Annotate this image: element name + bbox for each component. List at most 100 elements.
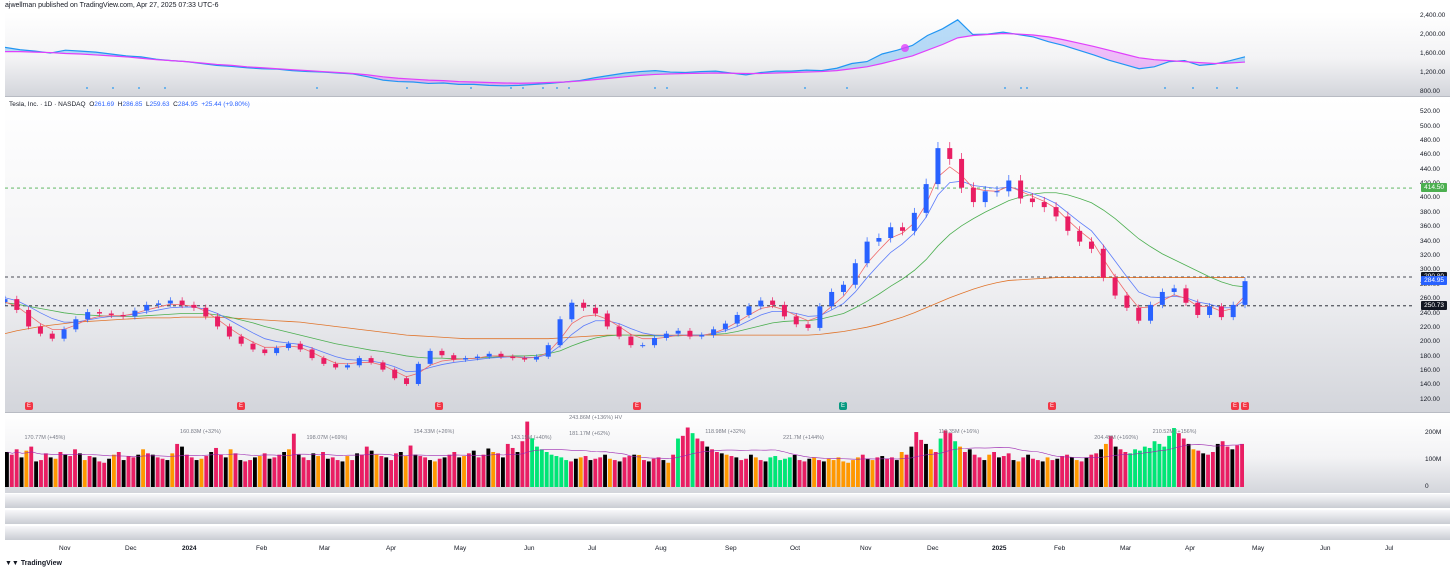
volume-bar[interactable] [301, 457, 306, 487]
volume-bar[interactable] [19, 457, 24, 487]
volume-bar[interactable] [1035, 460, 1040, 487]
volume-bar[interactable] [1123, 452, 1128, 487]
volume-bar[interactable] [462, 456, 466, 487]
candle[interactable] [888, 222, 894, 243]
volume-bar[interactable] [116, 452, 121, 487]
candle[interactable] [73, 316, 79, 333]
volume-bar[interactable] [1055, 458, 1060, 487]
volume-bar[interactable] [1157, 443, 1162, 487]
volume-bar[interactable] [1118, 449, 1123, 487]
moving-average-ma-slow[interactable] [5, 192, 1246, 360]
candle[interactable] [675, 327, 681, 337]
candle[interactable] [203, 304, 209, 320]
volume-bar[interactable] [617, 461, 622, 487]
volume-bar[interactable] [763, 461, 768, 487]
candle[interactable] [49, 330, 55, 342]
volume-bar[interactable] [962, 452, 967, 487]
candle[interactable] [900, 222, 906, 236]
candle[interactable] [1100, 244, 1106, 282]
volume-bar[interactable] [155, 457, 160, 487]
candle[interactable] [156, 300, 162, 309]
volume-bar[interactable] [248, 460, 252, 487]
earnings-marker[interactable]: E [633, 402, 641, 410]
volume-bar[interactable] [1040, 461, 1045, 487]
candle[interactable] [1041, 196, 1047, 213]
candle[interactable] [1088, 237, 1094, 254]
volume-bar[interactable] [209, 452, 214, 487]
volume-bar[interactable] [1167, 435, 1172, 487]
volume-bar[interactable] [408, 445, 413, 487]
volume-bar[interactable] [783, 458, 787, 487]
volume-average-line[interactable] [7, 444, 1243, 460]
candle[interactable] [1136, 304, 1142, 324]
volume-bar[interactable] [1103, 443, 1108, 487]
volume-bar[interactable] [739, 460, 744, 487]
candle[interactable] [852, 259, 858, 289]
volume-bar[interactable] [496, 453, 500, 487]
volume-bar[interactable] [24, 450, 29, 487]
candle[interactable] [1242, 277, 1248, 309]
volume-chart[interactable] [5, 413, 1450, 493]
volume-bar[interactable] [428, 460, 432, 487]
candle[interactable] [1218, 303, 1224, 321]
volume-bar[interactable] [855, 457, 860, 487]
volume-bar[interactable] [432, 461, 437, 487]
volume-bar[interactable] [384, 457, 389, 487]
volume-bar[interactable] [1215, 443, 1220, 487]
candle[interactable] [144, 301, 150, 314]
volume-bar[interactable] [1026, 454, 1031, 487]
volume-bar[interactable] [1220, 441, 1225, 487]
candle[interactable] [26, 306, 32, 330]
volume-bar[interactable] [539, 449, 544, 487]
volume-bar[interactable] [885, 458, 890, 487]
volume-bar[interactable] [238, 460, 243, 487]
tradingview-logo[interactable]: ▼▼ TradingView [5, 560, 62, 567]
candle[interactable] [616, 323, 622, 340]
candle[interactable] [344, 363, 350, 370]
volume-bar[interactable] [34, 461, 39, 487]
volume-bar[interactable] [413, 454, 418, 487]
volume-bar[interactable] [1050, 460, 1055, 487]
volume-bar[interactable] [899, 452, 904, 487]
volume-bar[interactable] [325, 458, 330, 487]
volume-bar[interactable] [68, 456, 73, 487]
indicator-chart[interactable] [5, 12, 1450, 96]
volume-bar[interactable] [749, 454, 753, 487]
pane-separator[interactable] [5, 96, 1450, 97]
candle[interactable] [333, 361, 339, 370]
volume-bar[interactable] [646, 461, 651, 487]
volume-bar[interactable] [146, 453, 150, 487]
volume-bar[interactable] [170, 453, 175, 487]
candle[interactable] [215, 313, 221, 330]
volume-bar[interactable] [311, 453, 316, 487]
volume-bar[interactable] [233, 453, 238, 487]
volume-bar[interactable] [214, 447, 218, 487]
volume-bar[interactable] [967, 449, 972, 487]
volume-bar[interactable] [821, 461, 826, 487]
volume-bar[interactable] [1142, 446, 1147, 487]
candle[interactable] [427, 348, 433, 367]
candle[interactable] [1112, 273, 1118, 299]
volume-bar[interactable] [1016, 461, 1021, 487]
candle[interactable] [628, 333, 634, 348]
volume-bar[interactable] [1060, 456, 1065, 487]
volume-bar[interactable] [423, 457, 428, 487]
volume-bar[interactable] [150, 454, 155, 487]
volume-bar[interactable] [111, 454, 116, 487]
volume-bar[interactable] [1011, 460, 1016, 487]
volume-bar[interactable] [340, 461, 345, 487]
candle[interactable] [970, 182, 976, 208]
price-chart[interactable] [5, 97, 1450, 412]
volume-bar[interactable] [787, 457, 792, 487]
volume-bar[interactable] [530, 438, 535, 487]
volume-bar[interactable] [1196, 450, 1201, 487]
candle[interactable] [274, 345, 280, 356]
volume-bar[interactable] [583, 456, 588, 487]
candle[interactable] [238, 333, 244, 347]
candle[interactable] [5, 295, 8, 306]
volume-bar[interactable] [253, 457, 257, 487]
volume-bar[interactable] [1172, 428, 1176, 487]
candle[interactable] [297, 341, 303, 352]
volume-bar[interactable] [126, 456, 131, 487]
volume-bar[interactable] [890, 457, 894, 487]
